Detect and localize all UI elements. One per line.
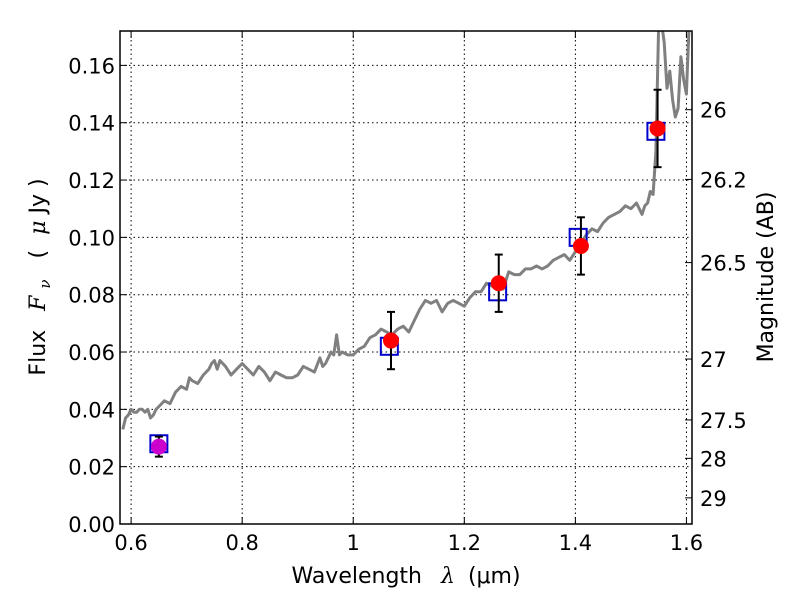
y-tick-label: 0.10 [68,226,115,250]
y-tick-label: 0.12 [68,169,115,193]
mag-tick-label: 26.5 [700,252,747,276]
y2-axis-title: Magnitude (AB) [754,192,779,363]
magnitude-tick-labels: 26 26.2 26.5 27 27.5 28 29 [700,99,747,511]
observed-photometry-point [649,120,666,137]
x-tick-labels: 0.6 0.8 1 1.2 1.4 1.6 [114,531,703,555]
x-tick-label: 0.6 [114,531,147,555]
x-axis-title: Wavelength λ (μm) [291,564,520,589]
y-axis-title-unit-rest: Jy ) [26,178,51,215]
plot-background [120,31,692,524]
y-tick-label: 0.06 [68,341,115,365]
x-axis-title-unit: (μm) [468,564,521,589]
y-tick-labels: 0.00 0.02 0.04 0.06 0.08 0.10 0.12 0.14 0.16 [68,54,115,537]
x-tick-label: 1.2 [448,531,481,555]
y-axis-title-unit-mu: μ [26,221,51,235]
mag-tick-label: 27 [700,348,727,372]
y-axis-title-symbol: F [26,295,51,312]
y-axis-title-subscript: ν [36,279,54,288]
observed-photometry-point [572,237,589,254]
mag-tick-label: 29 [700,487,727,511]
y-tick-label: 0.02 [68,456,115,480]
x-tick-label: 0.8 [225,531,258,555]
y-tick-label: 0.14 [68,112,115,136]
x-tick-label: 1.6 [670,531,703,555]
y-axis-title-text: Flux [26,330,51,376]
observed-photometry-point [490,275,507,292]
observed-photometry-point [150,438,167,455]
x-tick-label: 1 [347,531,360,555]
x-axis-title-text: Wavelength [291,564,422,589]
observed-photometry-circles [150,120,666,455]
y-tick-label: 0.04 [68,398,115,422]
mag-tick-label: 27.5 [700,409,747,433]
y-tick-label: 0.16 [68,54,115,78]
mag-tick-label: 26 [700,99,727,123]
mag-tick-label: 26.2 [700,168,747,192]
y-tick-label: 0.00 [68,513,115,537]
y-axis-title: Flux F ν ( μ Jy ) [26,178,56,375]
plot-frame [119,30,693,525]
y-tick-label: 0.08 [68,284,115,308]
grid [120,31,692,524]
y-axis-title-unit-open: ( [26,250,51,259]
x-tick-label: 1.4 [559,531,592,555]
mag-tick-label: 28 [700,447,727,471]
observed-photometry-point [383,332,400,349]
x-axis-title-symbol: λ [440,564,455,589]
axis-ticks [120,31,692,525]
